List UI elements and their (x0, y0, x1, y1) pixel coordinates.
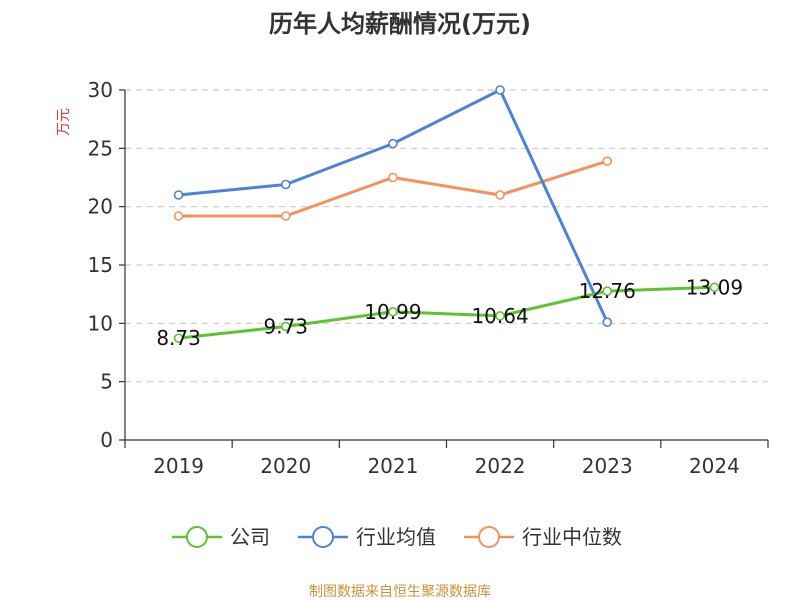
chart-title: 历年人均薪酬情况(万元) (269, 10, 531, 38)
data-label: 10.99 (364, 300, 421, 324)
data-label: 9.73 (263, 314, 308, 338)
data-point (173, 190, 184, 200)
data-point (280, 179, 291, 190)
x-tick-label: 2020 (260, 454, 311, 478)
data-point (495, 85, 505, 95)
legend-marker (312, 526, 334, 548)
data-point (709, 282, 720, 293)
y-tick-label: 10 (88, 311, 113, 335)
x-tick-label: 2023 (582, 454, 633, 478)
series-layer (173, 85, 720, 343)
data-point (495, 190, 505, 200)
legend: 公司 行业均值 行业中位数 (172, 525, 622, 549)
data-label: 12.76 (579, 279, 636, 303)
data-point (388, 172, 398, 183)
data-point (495, 311, 505, 321)
data-point (280, 211, 291, 221)
x-tick-label: 2019 (153, 454, 204, 478)
axis-layer: 0 5 10 15 20 25 30 2019 2020 2021 2022 2023 2024 (88, 78, 769, 478)
data-point (173, 211, 184, 221)
x-tick-label: 2022 (475, 454, 526, 478)
legend-item[interactable]: 公司 (172, 525, 270, 549)
data-point (388, 306, 398, 317)
grid-layer (125, 89, 768, 383)
source-note: 制图数据来自恒生聚源数据库 (309, 584, 491, 600)
y-tick-label: 15 (88, 253, 113, 277)
data-point (602, 156, 613, 166)
legend-marker (478, 526, 500, 548)
y-tick-label: 20 (88, 195, 113, 219)
data-point (602, 317, 613, 327)
y-axis-label: 万元 (56, 108, 72, 136)
legend-label: 公司 (230, 525, 270, 549)
y-tick-label: 0 (100, 428, 113, 452)
series-line (178, 285, 715, 340)
x-tick-label: 2024 (689, 454, 740, 478)
data-point (388, 138, 398, 149)
data-point (280, 321, 291, 332)
legend-item[interactable]: 行业均值 (298, 525, 436, 549)
legend-marker (186, 526, 208, 548)
legend-label: 行业中位数 (522, 525, 622, 549)
legend-label: 行业均值 (356, 525, 436, 549)
data-point (602, 286, 613, 296)
data-label-layer: 8.73 9.73 10.99 10.64 12.76 13.09 (156, 275, 743, 350)
x-tick-label: 2021 (367, 454, 418, 478)
y-tick-label: 5 (100, 370, 113, 394)
y-tick-label: 25 (88, 136, 113, 160)
legend-item[interactable]: 行业中位数 (464, 525, 622, 549)
y-tick-label: 30 (88, 78, 113, 102)
data-label: 10.64 (471, 304, 528, 328)
data-point (173, 333, 184, 343)
data-label: 8.73 (156, 326, 201, 350)
data-label: 13.09 (686, 275, 743, 299)
